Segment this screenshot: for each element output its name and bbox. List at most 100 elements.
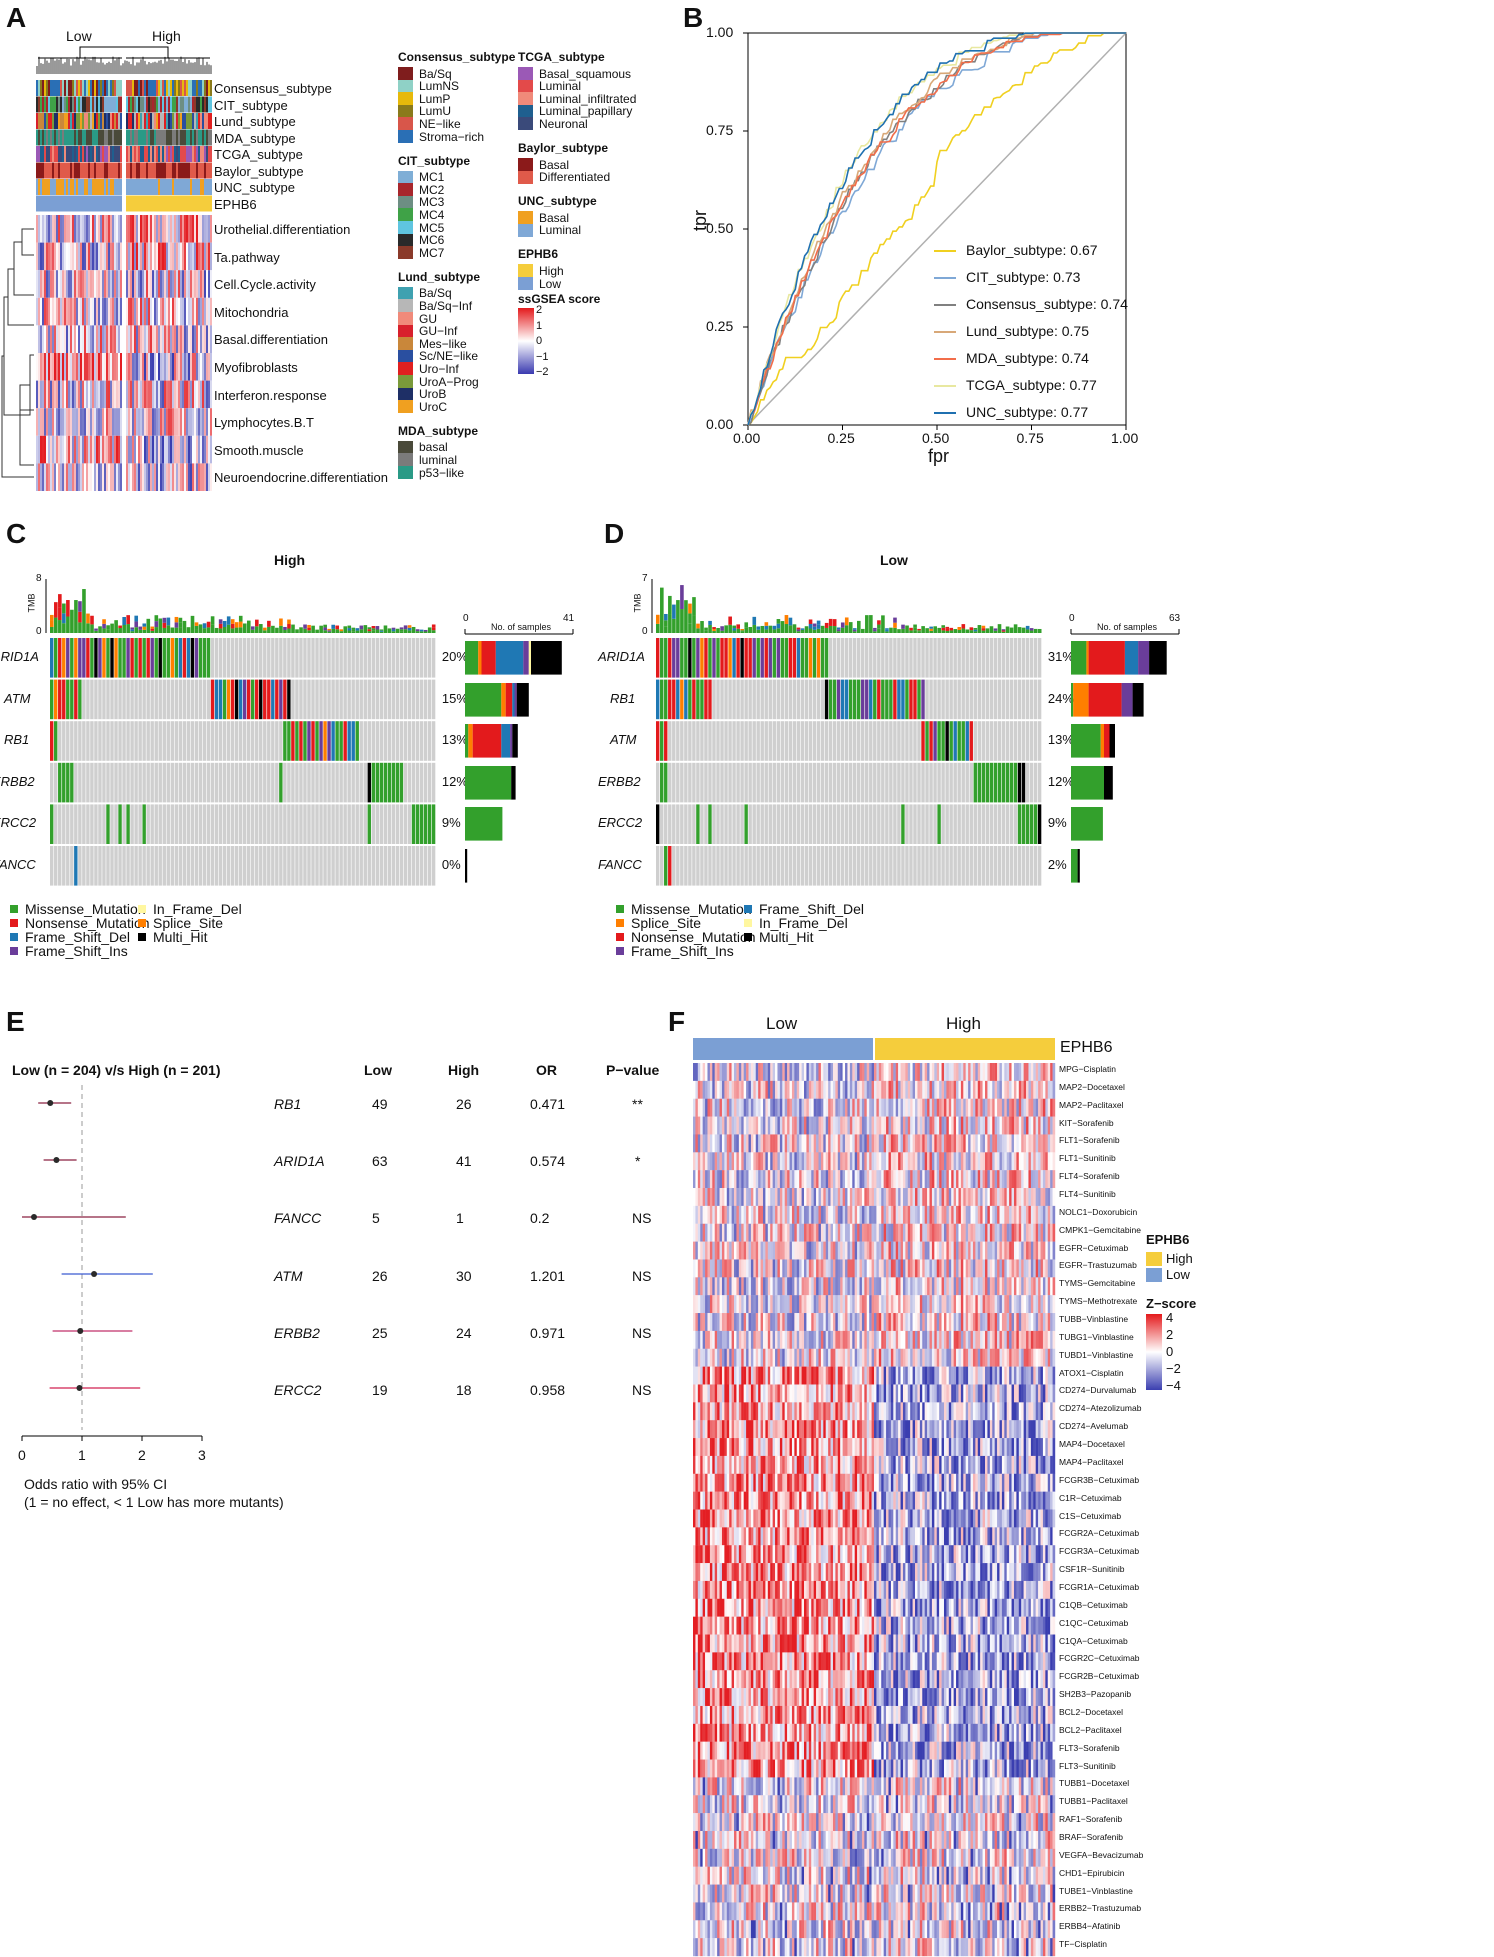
gene-label: ERCC2 [0, 815, 37, 831]
legend-label: LumNS [419, 79, 460, 94]
legend-entry: MDA_subtype: 0.74 [966, 350, 1089, 366]
drug-label: CSF1R−Sunitinib [1059, 1564, 1125, 1575]
legend-label: Luminal [539, 79, 582, 94]
legend-item: Sc/NE−like [398, 349, 478, 364]
panel-label-d: D [604, 518, 625, 549]
forest-low-count: 26 [372, 1267, 388, 1284]
forest-point [76, 1385, 83, 1391]
heatmap-row-label: Myofibroblasts [214, 360, 298, 375]
gene-count-bar [1071, 765, 1113, 800]
legend-label: Basal_squamous [539, 66, 632, 81]
legend-line [934, 358, 956, 360]
legend-item: basal [398, 440, 448, 455]
forest-footnote-1: Odds ratio with 95% CI [24, 1476, 168, 1492]
mutation-label: Frame_Shift_Ins [25, 943, 128, 960]
legend-swatch [398, 221, 413, 234]
legend-item: Neuronal [518, 116, 588, 131]
drug-label: ATOX1−Cisplatin [1059, 1367, 1124, 1378]
forest-or: 0.574 [530, 1153, 566, 1170]
forest-or: 0.2 [530, 1210, 550, 1227]
drug-label: TF−Cisplatin [1059, 1939, 1107, 1950]
count-axis-min: 0 [1069, 613, 1075, 624]
gene-label: RB1 [610, 690, 636, 706]
legend-swatch [398, 375, 413, 388]
mutation-legend-item: In_Frame_Del [744, 914, 848, 931]
forest-gene: RB1 [274, 1096, 302, 1112]
legend-label: MC7 [419, 245, 445, 260]
mutation-label: Nonsense_Mutation [25, 914, 150, 931]
gene-percent: 12% [1047, 773, 1074, 789]
drug-label: FCGR3B−Cetuximab [1059, 1474, 1140, 1485]
drug-label: C1R−Cetuximab [1059, 1492, 1122, 1503]
legend-item: luminal [398, 452, 457, 467]
f-legend-swatch [1146, 1252, 1162, 1266]
legend-label: Mes−like [419, 336, 467, 351]
legend-entry: Baylor_subtype: 0.67 [966, 242, 1098, 258]
legend-swatch [398, 130, 413, 143]
legend-label: Luminal_papillary [539, 104, 633, 119]
ephb6-bar-low [693, 1038, 873, 1060]
gene-percent: 9% [441, 815, 461, 831]
forest-axis-tick: 3 [198, 1447, 206, 1463]
panel-label-c: C [6, 518, 27, 549]
heatmap-row-label: Basal.differentiation [214, 332, 328, 348]
count-axis-max: 63 [1169, 613, 1181, 624]
legend-entry: UNC_subtype: 0.77 [966, 404, 1089, 420]
legend-title: TCGA_subtype [518, 50, 605, 64]
legend-label: MC6 [419, 233, 445, 248]
forest-pvalue: NS [632, 1324, 652, 1341]
tmb-barplot [45, 579, 436, 633]
drug-label: TUBB1−Paclitaxel [1059, 1796, 1128, 1807]
row-dendrogram [1, 228, 34, 478]
mutation-swatch [744, 904, 752, 913]
legend-item: Ba/Sq [398, 286, 452, 301]
forest-low-count: 25 [372, 1324, 388, 1341]
drug-label: FLT4−Sunitinib [1059, 1189, 1116, 1200]
gene-percent: 13% [441, 732, 468, 748]
gene-percent: 9% [1047, 815, 1067, 831]
legend-swatch [398, 349, 413, 363]
mutation-swatch [616, 947, 624, 956]
forest-gene: ATM [274, 1267, 303, 1284]
legend-swatch [398, 466, 413, 479]
oncoplot-title: Low [879, 552, 908, 568]
legend-line [934, 304, 956, 306]
forest-gene: ARID1A [274, 1153, 325, 1170]
panel-label-a: A [6, 2, 27, 33]
mutation-label: Splice_Site [631, 914, 702, 931]
legend-label: Low [539, 276, 562, 291]
legend-label: High [539, 263, 564, 278]
gene-percent: 13% [1047, 732, 1074, 748]
mutation-label: Multi_Hit [153, 928, 208, 945]
legend-item: Basal [518, 157, 569, 172]
drug-label: MPG−Cisplatin [1059, 1064, 1116, 1074]
mutation-label: Frame_Shift_Ins [631, 943, 734, 960]
forest-high-count: 24 [456, 1324, 472, 1341]
forest-gene: ERCC2 [274, 1382, 322, 1398]
drug-label: C1QC−Cetuximab [1059, 1617, 1129, 1628]
legend-swatch [398, 170, 413, 184]
z-tick: 0 [1166, 1344, 1174, 1359]
drug-label: TUBD1−Vinblastine [1059, 1349, 1134, 1360]
legend-item: MC7 [398, 245, 444, 260]
legend-label: UroA−Prog [419, 374, 479, 389]
mutation-legend-item: Splice_Site [138, 914, 223, 931]
legend-item: Luminal_infiltrated [518, 91, 636, 106]
annotation-label: CIT_subtype [214, 97, 288, 113]
drug-label: SH2B3−Pazopanib [1059, 1689, 1132, 1700]
legend-item: Uro−Inf [398, 361, 459, 376]
forest-high-count: 26 [456, 1096, 472, 1112]
forest-low-count: 5 [372, 1210, 380, 1227]
legend-swatch [398, 195, 413, 209]
legend-item: Ba/Sq−Inf [398, 298, 472, 313]
gene-label: ERBB2 [0, 773, 35, 789]
legend-swatch [398, 104, 413, 118]
mutation-legend-item: Splice_Site [616, 914, 701, 931]
legend-title: Baylor_subtype [518, 141, 609, 155]
heatmap-row-label: Lymphocytes.B.T [214, 415, 314, 431]
mutation-label: Splice_Site [153, 914, 224, 931]
legend-label: MC5 [419, 220, 445, 235]
legend-item: LumNS [398, 79, 459, 94]
legend-swatch [518, 67, 533, 80]
score-tick: 2 [536, 304, 543, 316]
